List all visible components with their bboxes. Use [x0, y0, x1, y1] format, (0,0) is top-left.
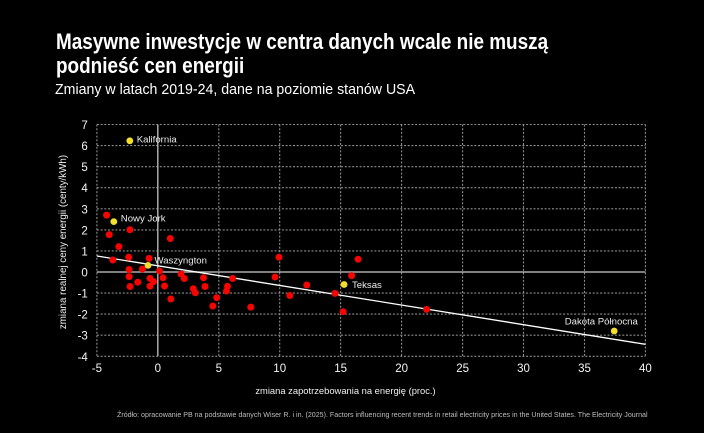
svg-text:0: 0	[81, 268, 87, 280]
svg-text:15: 15	[334, 363, 347, 375]
svg-text:-5: -5	[92, 363, 102, 375]
svg-text:-4: -4	[78, 352, 89, 364]
svg-text:1: 1	[81, 246, 87, 258]
svg-text:zmiana zapotrzebowania na ener: zmiana zapotrzebowania na energię (proc.…	[255, 385, 435, 396]
svg-text:Dakota Północna: Dakota Północna	[565, 317, 639, 328]
svg-text:-1: -1	[78, 289, 88, 301]
svg-text:5: 5	[81, 162, 87, 174]
svg-text:10: 10	[273, 363, 286, 375]
svg-text:Nowy Jork: Nowy Jork	[121, 214, 166, 225]
svg-text:20: 20	[395, 363, 408, 375]
svg-text:7: 7	[81, 120, 87, 132]
svg-text:3: 3	[81, 204, 87, 216]
svg-text:6: 6	[81, 141, 87, 153]
svg-text:Teksas: Teksas	[352, 280, 382, 291]
svg-text:30: 30	[517, 363, 530, 375]
svg-text:40: 40	[639, 363, 652, 375]
svg-text:35: 35	[578, 363, 591, 375]
svg-text:4: 4	[81, 183, 88, 195]
svg-text:5: 5	[216, 363, 222, 375]
svg-text:-3: -3	[78, 331, 88, 343]
svg-text:zmiana realnej ceny energii (c: zmiana realnej ceny energii (centy/kWh)	[58, 155, 69, 329]
svg-text:-2: -2	[78, 310, 88, 322]
svg-text:25: 25	[456, 363, 469, 375]
svg-text:2: 2	[81, 225, 87, 237]
svg-text:0: 0	[155, 363, 161, 375]
svg-text:Waszyngton: Waszyngton	[155, 256, 207, 267]
svg-text:Kalifornia: Kalifornia	[137, 135, 178, 146]
